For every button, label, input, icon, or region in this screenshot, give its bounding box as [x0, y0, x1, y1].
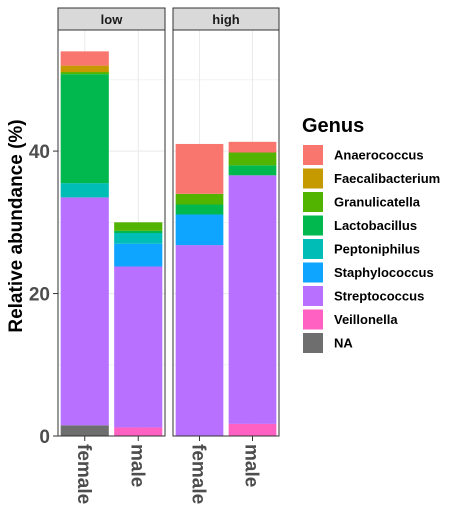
bar-segment-granulicatella: [228, 152, 277, 166]
legend-swatch: [303, 286, 323, 306]
x-tick-label: male: [126, 444, 147, 487]
y-tick-label: 20: [29, 285, 50, 306]
bar-segment-anaerococcus: [60, 51, 109, 66]
legend-item-na: NA: [303, 333, 353, 353]
legend-label: Granulicatella: [334, 195, 421, 210]
y-axis: 0 20 40: [29, 142, 58, 448]
legend-item-faecalibacterium: Faecalibacterium: [303, 168, 440, 189]
y-tick-label: 40: [29, 142, 50, 163]
y-tick-label: 0: [39, 427, 50, 448]
legend: Genus Anaerococcus Faecalibacterium Granul…: [302, 115, 440, 353]
legend-label: Anaerococcus: [334, 148, 424, 163]
bar-segment-anaerococcus: [228, 141, 277, 153]
x-tick-label: female: [73, 444, 94, 504]
facet-panel-high: high female male: [172, 7, 280, 504]
bar-segment-anaerococcus: [175, 143, 224, 194]
legend-label: Veillonella: [334, 312, 398, 327]
legend-item-lactobacillus: Lactobacillus: [303, 215, 417, 236]
panel-border: [57, 29, 166, 437]
bar-segment-veillonella: [114, 427, 163, 436]
legend-label: Peptoniphilus: [334, 242, 420, 257]
bar-segment-streptococcus: [60, 197, 109, 426]
legend-swatch: [303, 333, 323, 353]
bar-segment-streptococcus: [114, 266, 163, 428]
legend-swatch: [303, 145, 323, 165]
bar-segment-staphylococcus: [114, 243, 163, 267]
legend-swatch: [303, 309, 323, 330]
legend-swatch: [303, 192, 323, 212]
x-tick-label: female: [188, 444, 209, 504]
facet-panels: low female male high female male: [57, 7, 280, 504]
legend-title: Genus: [302, 115, 364, 137]
x-tick-label: male: [241, 444, 262, 487]
bar-segment-granulicatella: [114, 222, 163, 231]
legend-label: NA: [334, 336, 353, 351]
legend-swatch: [303, 262, 323, 283]
bar-segment-lactobacillus: [228, 165, 277, 176]
legend-item-streptococcus: Streptococcus: [303, 286, 424, 306]
panel-border: [172, 29, 280, 437]
legend-label: Faecalibacterium: [334, 171, 440, 186]
legend-item-staphylococcus: Staphylococcus: [303, 262, 434, 283]
bar-segment-lactobacillus: [114, 230, 163, 233]
bar-segment-na: [60, 425, 109, 436]
legend-item-granulicatella: Granulicatella: [303, 192, 421, 212]
bar-segment-streptococcus: [175, 245, 224, 436]
legend-swatch: [303, 168, 323, 189]
bar-segment-staphylococcus: [175, 214, 224, 246]
bar-segment-peptoniphilus: [60, 183, 109, 198]
legend-label: Lactobacillus: [334, 218, 417, 233]
bar-segment-granulicatella: [175, 193, 224, 205]
bar-segment-granulicatella: [60, 72, 109, 75]
bar-segment-lactobacillus: [175, 204, 224, 215]
legend-item-anaerococcus: Anaerococcus: [303, 145, 424, 165]
y-axis-title: Relative abundance (%): [6, 119, 27, 332]
legend-label: Streptococcus: [334, 289, 424, 304]
legend-item-veillonella: Veillonella: [303, 309, 398, 330]
legend-label: Staphylococcus: [334, 265, 434, 280]
legend-swatch: [303, 239, 323, 259]
facet-panel-low: low female male: [57, 7, 166, 504]
legend-item-peptoniphilus: Peptoniphilus: [303, 239, 420, 259]
bar-segment-peptoniphilus: [114, 233, 163, 244]
bar-segment-faecalibacterium: [60, 65, 109, 73]
bar-segment-lactobacillus: [60, 74, 109, 184]
facet-strip-label: high: [212, 12, 239, 27]
facet-strip-label: low: [101, 12, 124, 27]
legend-swatch: [303, 215, 323, 236]
bar-segment-veillonella: [228, 423, 277, 436]
bar-segment-streptococcus: [228, 175, 277, 424]
